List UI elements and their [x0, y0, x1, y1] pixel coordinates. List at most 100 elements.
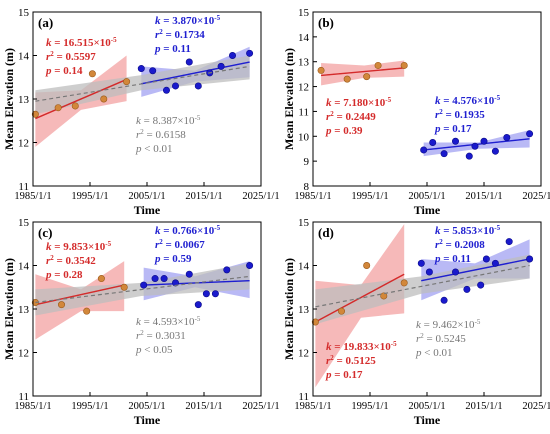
y-tick-label: 13	[298, 304, 310, 316]
data-point-early-1	[343, 75, 351, 83]
data-point-late-3	[172, 279, 180, 287]
x-tick-label: 2005/1/1	[128, 401, 165, 412]
data-point-late-8	[229, 51, 237, 59]
data-point-late-5	[194, 301, 202, 309]
y-tick-label: 12	[298, 348, 309, 360]
data-point-early-0	[311, 318, 319, 326]
confidence-band-early	[321, 60, 405, 86]
annotation-k: k = 7.180×10-5	[326, 96, 392, 109]
data-point-early-2	[83, 307, 91, 315]
data-point-late-9	[526, 255, 534, 263]
confidence-band-all	[35, 55, 250, 115]
y-tick-label: 14	[18, 51, 30, 63]
y-tick-label: 13	[298, 57, 310, 69]
y-tick-label: 11	[18, 181, 29, 193]
data-point-late-7	[491, 259, 499, 267]
annotation-all: k = 8.387×10-5r2 = 0.6158 p < 0.01	[135, 114, 201, 155]
data-point-late-8	[505, 238, 513, 246]
fit-line-early	[35, 284, 125, 306]
panel-b: 8 9 10 11 12 13 14 15 1985/1/1 1995/1/1 2005/1/1 20…	[282, 7, 550, 217]
data-point-early-2	[363, 73, 371, 81]
y-tick-label: 8	[304, 181, 310, 193]
data-point-late-8	[503, 134, 511, 142]
data-point-late-2	[440, 296, 448, 304]
data-point-late-7	[217, 62, 225, 70]
annotation-early: k = 19.833×10-5r2 = 0.5125 p = 0.17	[325, 340, 397, 381]
annotation-p: p = 0.11	[434, 253, 471, 265]
data-point-early-3	[88, 70, 96, 78]
annotation-k: k = 9.853×10-5	[46, 240, 112, 253]
confidence-band-late	[423, 130, 530, 157]
annotation-p: p = 0.39	[325, 125, 363, 137]
panel-c: 11 12 13 14 15 1985/1/1 1995/1/1 2005/1/1 2015/1…	[2, 217, 280, 427]
annotation-p: p = 0.14	[45, 65, 83, 77]
y-tick-label: 10	[298, 131, 310, 143]
x-tick-label: 2005/1/1	[408, 191, 445, 202]
annotation-k: k = 16.515×10-5	[46, 36, 117, 49]
x-tick-label: 1985/1/1	[294, 191, 331, 202]
annotation-early: k = 9.853×10-5r2 = 0.3542 p = 0.28	[45, 240, 112, 281]
annotation-p: p < 0.05	[135, 344, 173, 356]
data-point-late-2	[440, 150, 448, 158]
y-tick-label: 15	[298, 217, 310, 229]
fit-line-dash-late	[141, 61, 250, 85]
x-tick-label: 2015/1/1	[465, 401, 502, 412]
x-tick-label: 1995/1/1	[351, 191, 388, 202]
annotation-r2: r2 = 0.0067	[155, 238, 205, 251]
data-point-late-1	[151, 275, 159, 283]
annotation-r2: r2 = 0.5597	[46, 50, 96, 63]
annotation-p: p < 0.01	[415, 347, 452, 359]
annotation-p: p = 0.17	[434, 123, 472, 135]
y-tick-label: 11	[298, 391, 309, 403]
data-point-early-0	[317, 66, 325, 74]
data-point-late-4	[463, 285, 471, 293]
data-point-late-5	[194, 82, 202, 90]
annotation-r2: r2 = 0.5245	[416, 332, 466, 345]
annotation-late: k = 5.853×10-5r2 = 0.2008 p = 0.11	[434, 224, 501, 265]
x-tick-label: 2015/1/1	[185, 401, 222, 412]
y-tick-label: 14	[298, 261, 310, 273]
data-point-late-5	[477, 281, 485, 289]
annotation-late: k = 0.766×10-5r2 = 0.0067 p = 0.59	[154, 224, 221, 265]
annotation-p: p < 0.01	[135, 143, 172, 155]
annotation-k: k = 4.593×10-5	[136, 315, 201, 328]
annotation-k: k = 3.870×10-5	[155, 14, 221, 27]
annotation-late: k = 3.870×10-5r2 = 0.1734 p = 0.11	[154, 14, 221, 55]
y-tick-label: 13	[18, 304, 30, 316]
y-tick-label: 15	[18, 7, 30, 19]
y-tick-label: 11	[298, 106, 309, 118]
data-point-late-1	[429, 139, 437, 147]
x-tick-label: 1985/1/1	[14, 191, 51, 202]
annotation-r2: r2 = 0.2449	[326, 110, 376, 123]
data-point-early-2	[363, 261, 371, 269]
panel-label: (b)	[318, 15, 334, 30]
x-tick-label: 2025/1/1	[242, 191, 279, 202]
data-point-early-3	[380, 292, 388, 300]
data-point-early-3	[374, 61, 382, 69]
annotation-k: k = 8.387×10-5	[136, 114, 201, 127]
annotation-all: k = 9.462×10-5r2 = 0.5245 p < 0.01	[415, 318, 481, 359]
y-tick-label: 12	[298, 82, 309, 94]
x-tick-label: 1995/1/1	[71, 401, 108, 412]
data-point-early-1	[57, 301, 65, 309]
data-point-late-0	[420, 146, 428, 154]
x-axis-title: Time	[414, 413, 441, 427]
y-tick-label: 14	[18, 261, 30, 273]
data-point-late-9	[526, 130, 534, 138]
x-tick-label: 1995/1/1	[71, 191, 108, 202]
data-point-late-0	[140, 281, 148, 289]
data-point-late-6	[482, 255, 490, 263]
data-point-early-5	[123, 78, 131, 86]
data-point-early-4	[400, 61, 408, 69]
annotation-k: k = 4.576×10-5	[435, 94, 501, 107]
y-tick-label: 12	[18, 348, 29, 360]
fit-line-dash-early	[321, 67, 405, 76]
annotation-p: p = 0.59	[154, 253, 192, 265]
annotation-early: k = 16.515×10-5r2 = 0.5597 p = 0.14	[45, 36, 117, 77]
x-axis-title: Time	[414, 203, 441, 217]
data-point-late-4	[185, 270, 193, 278]
x-tick-label: 2015/1/1	[465, 191, 502, 202]
y-tick-label: 11	[18, 391, 29, 403]
x-tick-label: 2005/1/1	[128, 191, 165, 202]
